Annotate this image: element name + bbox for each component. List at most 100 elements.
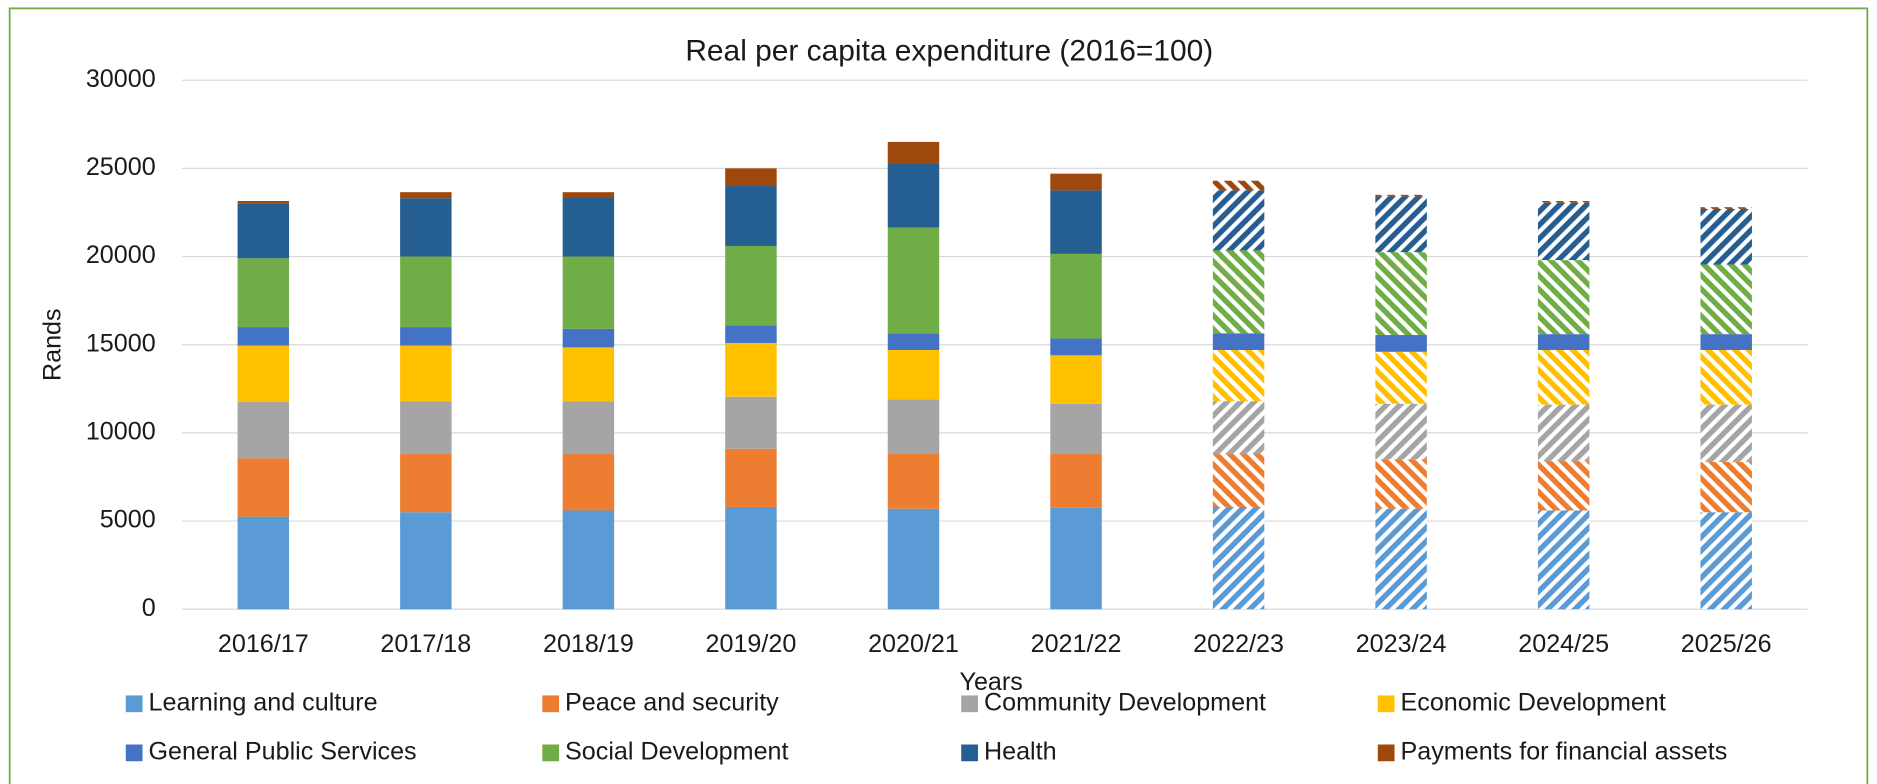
legend-label: Learning and culture [149,688,378,716]
bar-segment [1212,454,1265,507]
bar-segment [887,227,940,334]
bar-segment [887,453,940,509]
bar-segment [1212,180,1265,191]
legend-swatch [1377,695,1395,713]
bar-segment [887,508,940,610]
bar-segment [887,141,940,164]
bar-segment [1700,334,1752,351]
y-axis-label: Rands [39,308,67,381]
bar-segment [562,256,615,329]
bar-segment [1375,194,1427,197]
bar-segment [1375,459,1427,509]
bar-segment [1212,250,1265,334]
bar-segment [1700,350,1752,405]
x-tick-label: 2018/19 [543,630,634,658]
bar-segment [237,458,290,517]
legend-label: General Public Services [149,738,417,766]
bar-segment [1050,507,1102,610]
x-tick-label: 2022/23 [1193,630,1284,658]
legend-label: Social Development [565,738,788,766]
bar-segment [1050,338,1102,356]
x-tick-label: 2023/24 [1356,630,1447,658]
y-tick-label: 5000 [100,506,156,534]
legend-swatch [125,744,143,762]
x-axis-label: Years [960,668,1023,696]
bar-segment [725,396,777,449]
bar-segment [562,192,615,198]
bar-segment [562,197,615,257]
bar-segment [400,192,452,199]
legend-label: Health [984,738,1057,766]
bar-segment [1537,260,1590,335]
legend-swatch [961,744,978,762]
x-tick-label: 2024/25 [1518,630,1609,658]
bar-segment [237,402,290,459]
bar-segment [1700,208,1752,265]
chart-title: Real per capita expenditure (2016=100) [685,35,1213,68]
bar-segment [237,258,290,328]
y-tick-label: 15000 [86,329,156,357]
bar-segment [1050,173,1102,191]
bar-segment [725,342,777,397]
bar-segment [1537,461,1590,511]
bar-segment [1375,351,1427,404]
bar-segment [1212,190,1265,251]
bar-segment [1700,512,1752,610]
bar-segment [400,345,452,402]
bar-segment [1050,403,1102,455]
x-tick-label: 2019/20 [706,630,797,658]
bar-segment [1375,508,1427,610]
bar-segment [1537,200,1590,203]
bar-segment [400,454,452,513]
x-tick-label: 2017/18 [380,630,471,658]
bar-segment [562,401,615,455]
bar-segment [1700,207,1752,209]
bar-segment [1537,510,1590,610]
bar-segment [725,448,777,507]
bar-segment [1050,454,1102,508]
bar-segment [1375,252,1427,336]
bar-segment [237,345,290,403]
bar-segment [1375,196,1427,253]
bar-segment [1537,202,1590,261]
bar-segment [562,347,615,402]
bar-segment [1537,404,1590,462]
legend-swatch [125,695,143,713]
bar-segment [1212,350,1265,402]
bar-segment [1212,401,1265,455]
bar-segment [1537,350,1590,405]
bar-segment [1212,506,1265,610]
bar-segment [400,256,452,328]
bar-segment [237,327,290,346]
bar-segment [1700,404,1752,462]
legend-label: Community Development [984,688,1266,716]
bar-segment [400,401,452,455]
bar-segment [887,399,940,454]
y-tick-label: 20000 [86,241,156,269]
x-tick-label: 2025/26 [1681,630,1772,658]
bar-segment [400,512,452,610]
y-tick-label: 10000 [86,418,156,446]
x-tick-label: 2021/22 [1031,630,1122,658]
bar-segment [237,516,290,610]
bar-segment [1537,334,1590,351]
x-tick-label: 2020/21 [868,630,959,658]
bar-segment [1050,355,1102,404]
bar-segment [1375,403,1427,460]
bar-segment [562,454,615,511]
bar-segment [1375,335,1427,352]
bar-segment [1700,264,1752,335]
bar-segment [725,168,777,187]
bar-segment [1050,190,1102,254]
y-tick-label: 0 [142,594,156,622]
legend-swatch [542,744,560,762]
legend-swatch [1377,744,1395,762]
bar-segment [887,333,940,351]
y-tick-label: 25000 [86,153,156,181]
bar-segment [725,245,777,326]
legend-swatch [542,695,560,713]
bar-segment [562,328,615,348]
legend-label: Payments for financial assets [1401,738,1728,766]
